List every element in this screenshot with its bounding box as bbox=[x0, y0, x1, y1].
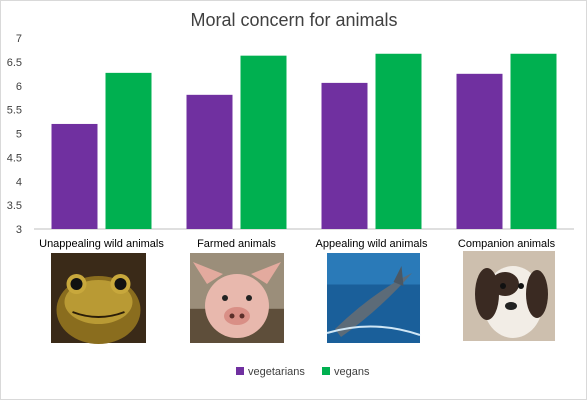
bar-vegans bbox=[510, 53, 557, 229]
y-tick-label: 6.5 bbox=[7, 57, 22, 69]
frog-image bbox=[51, 253, 146, 344]
y-tick-label: 4 bbox=[16, 176, 22, 188]
legend-label: vegetarians bbox=[248, 366, 305, 378]
y-tick-label: 3.5 bbox=[7, 200, 22, 212]
x-tick-label: Appealing wild animals bbox=[316, 238, 428, 250]
legend-swatch-vegetarians bbox=[236, 367, 244, 375]
category-images bbox=[51, 251, 555, 344]
dog-image bbox=[463, 251, 555, 341]
pig-image bbox=[190, 253, 284, 343]
y-tick-label: 3 bbox=[16, 224, 22, 236]
x-axis-labels: Unappealing wild animals Farmed animals Ap… bbox=[39, 238, 555, 250]
y-tick-label: 6 bbox=[16, 81, 22, 93]
y-tick-label: 5 bbox=[16, 129, 22, 141]
bar-vegans bbox=[375, 53, 422, 229]
dolphin-image bbox=[326, 253, 421, 343]
bar-vegetarians bbox=[186, 94, 233, 229]
x-tick-label: Companion animals bbox=[458, 238, 556, 250]
chart-title: Moral concern for animals bbox=[190, 10, 397, 30]
bar-vegans bbox=[105, 72, 152, 229]
x-tick-label: Unappealing wild animals bbox=[39, 238, 164, 250]
legend-swatch-vegans bbox=[322, 367, 330, 375]
x-tick-label: Farmed animals bbox=[197, 238, 276, 250]
bars bbox=[51, 53, 557, 230]
bar-vegetarians bbox=[51, 123, 98, 229]
y-tick-label: 7 bbox=[16, 33, 22, 45]
bar-vegetarians bbox=[321, 82, 368, 229]
legend: vegetarians vegans bbox=[236, 366, 370, 378]
bar-vegans bbox=[240, 55, 287, 230]
legend-label: vegans bbox=[334, 366, 370, 378]
y-tick-label: 4.5 bbox=[7, 152, 22, 164]
bar-vegetarians bbox=[456, 73, 503, 229]
y-tick-label: 5.5 bbox=[7, 105, 22, 117]
